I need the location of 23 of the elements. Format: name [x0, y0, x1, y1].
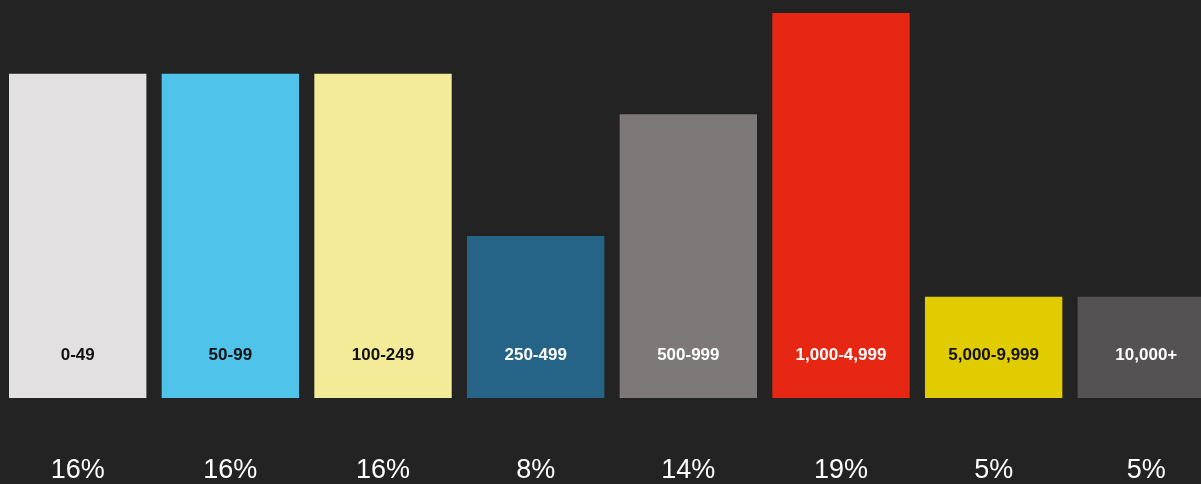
bar — [161, 73, 300, 398]
x-tick-label: 250-499 — [504, 345, 567, 364]
bar — [466, 235, 605, 398]
bar — [772, 13, 910, 398]
x-tick-label: 500-999 — [657, 345, 720, 364]
x-tick-label: 50-99 — [208, 345, 253, 364]
data-label: 8% — [516, 454, 556, 484]
data-label: 5% — [1126, 454, 1166, 484]
data-label: 14% — [661, 454, 716, 484]
data-label: 19% — [813, 454, 869, 484]
data-label: 16% — [50, 454, 105, 484]
data-label: 16% — [355, 454, 411, 484]
x-tick-label: 0-49 — [60, 345, 95, 364]
x-tick-label: 100-249 — [351, 345, 415, 364]
x-tick-label: 5,000-9,999 — [948, 345, 1040, 364]
bar — [314, 73, 452, 398]
bar — [924, 296, 1063, 398]
bar — [619, 114, 758, 398]
data-label: 16% — [203, 454, 258, 484]
bar — [9, 73, 147, 398]
data-label: 5% — [974, 454, 1014, 484]
x-tick-label: 10,000+ — [1115, 345, 1178, 364]
x-tick-label: 1,000-4,999 — [795, 345, 887, 364]
